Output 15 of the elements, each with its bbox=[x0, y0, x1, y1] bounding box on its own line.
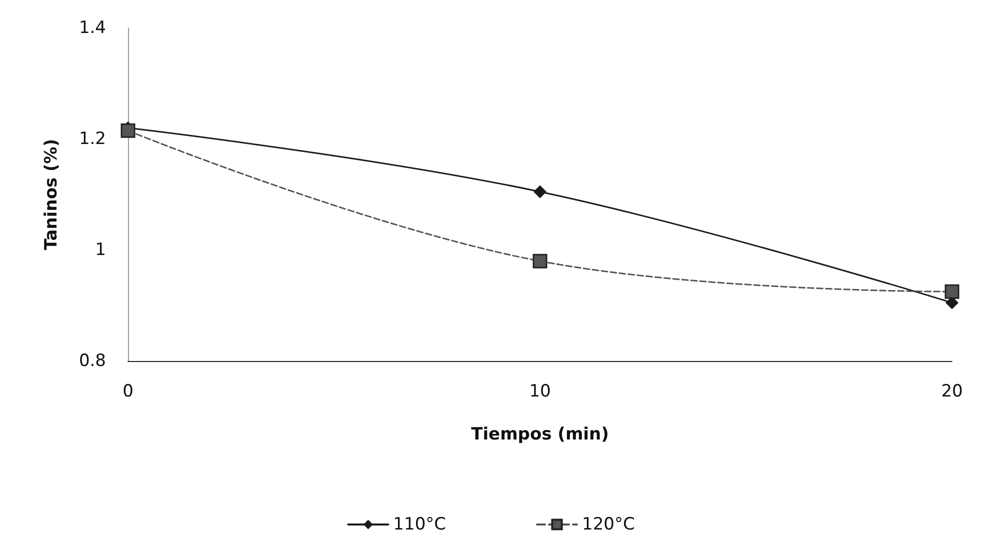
x-axis-title: Tiempos (min) bbox=[471, 424, 609, 444]
y-tick-label: 1 bbox=[95, 240, 106, 260]
legend-label: 110°C bbox=[393, 514, 446, 534]
point bbox=[120, 123, 136, 138]
y-axis-title: Taninos (%) bbox=[42, 138, 62, 250]
point bbox=[532, 254, 548, 268]
x-tick-label: 10 bbox=[529, 382, 551, 402]
y-tick-label: 0.8 bbox=[78, 351, 106, 371]
x-tick-label: 0 bbox=[122, 382, 134, 402]
y-tick-label: 1.4 bbox=[78, 18, 106, 38]
legend-label: 120°C bbox=[582, 514, 635, 534]
point bbox=[534, 185, 546, 198]
point bbox=[944, 284, 960, 299]
y-tick-label: 1.2 bbox=[78, 129, 106, 149]
x-tick-label: 20 bbox=[941, 382, 963, 402]
